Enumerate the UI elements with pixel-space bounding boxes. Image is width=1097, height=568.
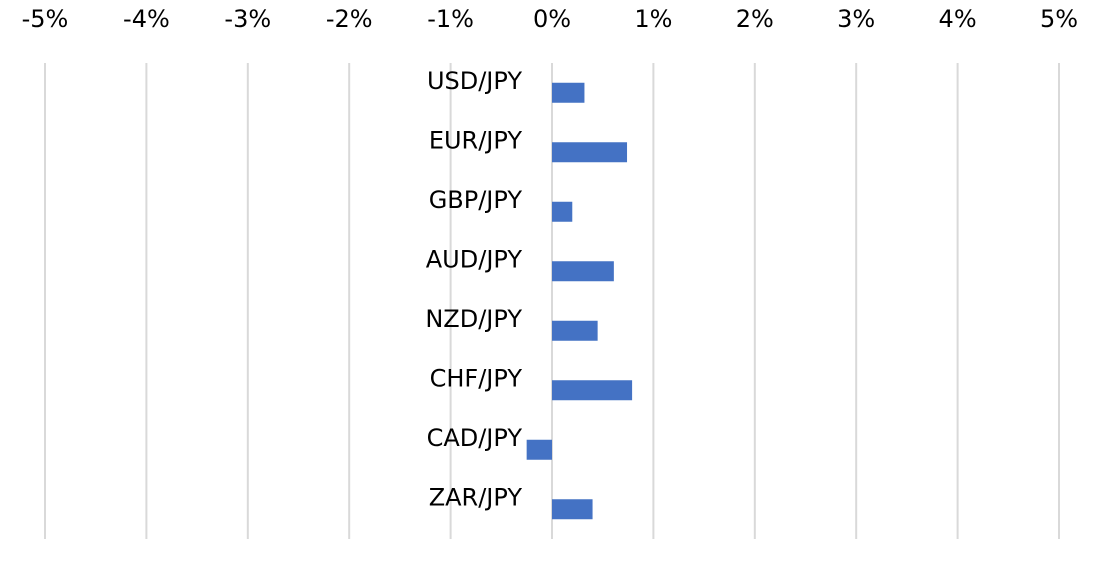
x-tick-label: 0% <box>533 5 571 33</box>
category-label: CHF/JPY <box>430 364 523 392</box>
bar-chf-jpy <box>552 380 633 401</box>
category-label: CAD/JPY <box>427 424 523 452</box>
x-tick-label: 3% <box>837 5 875 33</box>
x-tick-label: -2% <box>326 5 373 33</box>
x-axis-tick-labels: -5% -4% -3% -2% -1% 0% 1% 2% 3% 4% 5% <box>22 5 1078 33</box>
x-tick-label: -1% <box>427 5 474 33</box>
gridlines <box>44 63 1060 539</box>
bar-nzd-jpy <box>552 320 598 341</box>
bar-aud-jpy <box>552 261 614 282</box>
x-tick-label: -5% <box>22 5 69 33</box>
x-tick-label: 4% <box>939 5 977 33</box>
bar-eur-jpy <box>552 142 628 163</box>
category-label: AUD/JPY <box>426 245 523 273</box>
category-labels: USD/JPY EUR/JPY GBP/JPY AUD/JPY NZD/JPY CHF/J… <box>425 67 522 512</box>
x-tick-label: 1% <box>634 5 672 33</box>
category-label: EUR/JPY <box>429 126 523 154</box>
x-tick-label: 2% <box>736 5 774 33</box>
x-tick-label: -3% <box>224 5 271 33</box>
bar-gbp-jpy <box>552 201 573 222</box>
category-label: NZD/JPY <box>425 305 522 333</box>
bar-cad-jpy <box>526 439 552 460</box>
bars <box>526 82 633 520</box>
x-tick-label: 5% <box>1040 5 1078 33</box>
category-label: GBP/JPY <box>429 186 523 214</box>
category-label: USD/JPY <box>427 67 522 95</box>
bar-zar-jpy <box>552 499 593 520</box>
category-label: ZAR/JPY <box>429 483 523 511</box>
x-tick-label: -4% <box>123 5 170 33</box>
bar-usd-jpy <box>552 82 585 103</box>
